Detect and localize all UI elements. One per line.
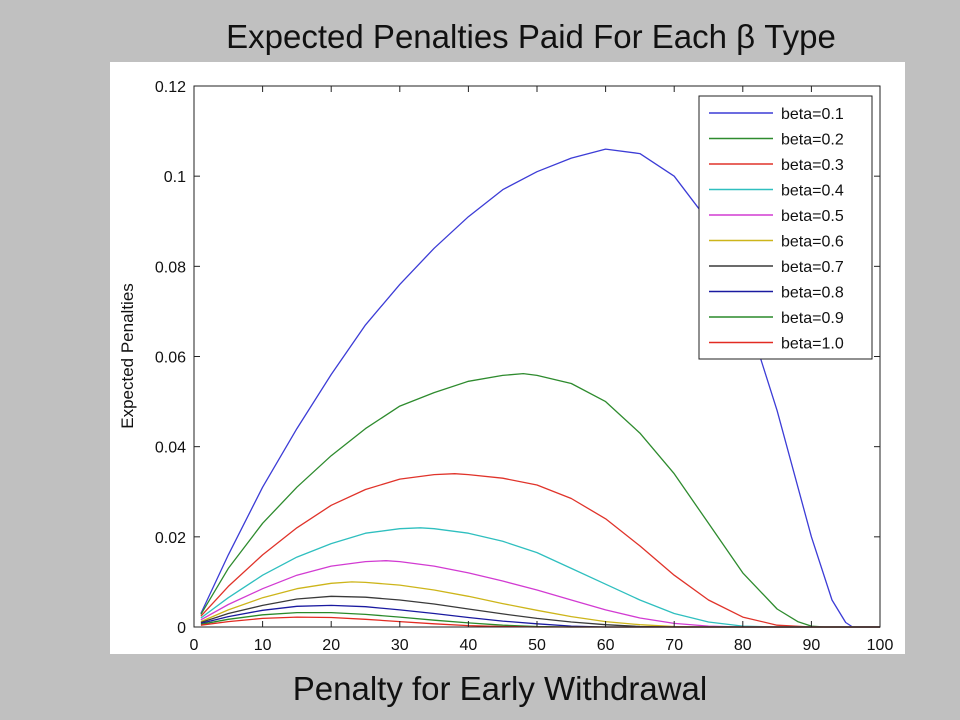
plot-frame [193, 85, 881, 628]
x-tick-label: 50 [528, 637, 546, 654]
series-line-8 [200, 604, 880, 628]
x-tick-label: 60 [597, 637, 615, 654]
y-tick-label: 0.1 [164, 169, 186, 186]
legend-entry-1: beta=0.1 [781, 106, 844, 123]
y-tick-label: 0.06 [155, 350, 186, 367]
x-tick-label: 70 [665, 637, 683, 654]
y-tick-label: 0.02 [155, 530, 186, 547]
axis-ticks: 0 10 20 30 40 50 60 70 80 90 100 0 0.02 0.04 0.06 0.08 0… [155, 79, 894, 654]
x-tick-label: 20 [322, 637, 340, 654]
series-line-7 [200, 595, 880, 628]
series-line-2 [200, 372, 880, 628]
x-tick-label: 0 [190, 637, 199, 654]
y-tick-label: 0.08 [155, 259, 186, 276]
series-line-3 [200, 473, 880, 628]
x-tick-label: 40 [460, 637, 478, 654]
legend-entry-6: beta=0.6 [781, 234, 844, 251]
legend-entry-8: beta=0.8 [781, 285, 844, 302]
legend-entry-2: beta=0.2 [781, 132, 844, 149]
y-tick-label: 0.04 [155, 440, 186, 457]
legend-entry-9: beta=0.9 [781, 310, 844, 327]
y-axis-label: Expected Penalties [118, 283, 137, 429]
chart-title: Expected Penalties Paid For Each β Type [226, 18, 836, 55]
series-line-6 [200, 581, 880, 628]
y-tick-label: 0.12 [155, 79, 186, 96]
legend-entry-4: beta=0.4 [781, 183, 844, 200]
series-line-4 [200, 527, 880, 628]
x-tick-label: 30 [391, 637, 409, 654]
legend-entry-5: beta=0.5 [781, 208, 844, 225]
series-line-1 [200, 148, 880, 628]
x-tick-label: 100 [867, 637, 894, 654]
legend-entry-10: beta=1.0 [781, 336, 844, 353]
legend-entry-3: beta=0.3 [781, 157, 844, 174]
x-tick-label: 90 [803, 637, 821, 654]
x-tick-label: 10 [254, 637, 272, 654]
x-tick-label: 80 [734, 637, 752, 654]
y-tick-label: 0 [177, 620, 186, 637]
legend-box [698, 95, 873, 360]
legend-entry-7: beta=0.7 [781, 259, 844, 276]
x-axis-label: Penalty for Early Withdrawal [292, 670, 708, 707]
legend: beta=0.1 beta=0.2 beta=0.3 beta=0.4 beta=0.5… [698, 95, 873, 360]
